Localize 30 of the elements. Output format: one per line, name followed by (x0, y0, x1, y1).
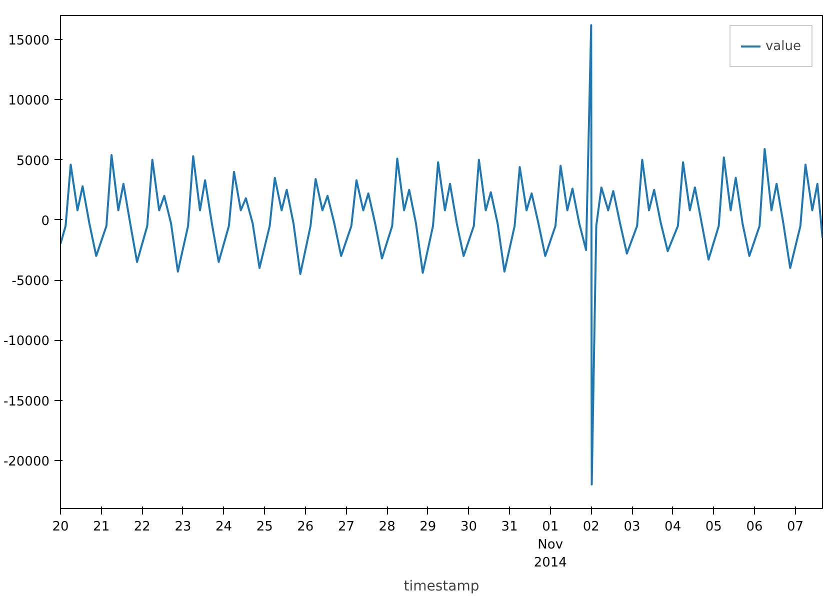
x-tick-label: 02 (582, 520, 600, 534)
line-series (60, 24, 822, 486)
x-tick-label: 23 (174, 520, 192, 534)
x-tick-label: 20 (52, 520, 69, 534)
x-axis-title: timestamp (404, 578, 480, 594)
x-tick-label: 28 (378, 520, 396, 534)
x-tick-label: 30 (460, 520, 477, 534)
x-tick-label: 01 Nov 2014 (534, 520, 567, 570)
x-tick-label: 29 (420, 520, 436, 534)
x-tick-label: 04 (664, 520, 682, 534)
x-tick-label: 07 (787, 520, 804, 534)
y-tick-label: -20000 (3, 454, 50, 470)
y-tick-label: 10000 (8, 94, 50, 109)
x-tick-label: 27 (338, 520, 355, 534)
x-tick-label: 26 (297, 520, 314, 534)
x-tick-label: 03 (624, 520, 640, 534)
x-tick-label: 06 (746, 520, 763, 534)
y-tick-label: -15000 (3, 394, 50, 410)
x-tick-label: 22 (134, 520, 150, 534)
y-tick-label: -5000 (12, 274, 50, 290)
x-tick-label: 21 (93, 520, 110, 534)
x-tick-label: 05 (705, 520, 722, 534)
y-tick-label: 15000 (8, 34, 50, 49)
y-tick-label: -10000 (3, 334, 50, 350)
x-tick-label: 25 (256, 520, 273, 534)
y-tick-label: 5000 (16, 154, 50, 169)
legend-label: value (765, 38, 801, 54)
y-tick-label: 0 (41, 214, 50, 229)
x-tick-label: 24 (216, 520, 232, 534)
x-tick-label: 31 (501, 520, 518, 534)
